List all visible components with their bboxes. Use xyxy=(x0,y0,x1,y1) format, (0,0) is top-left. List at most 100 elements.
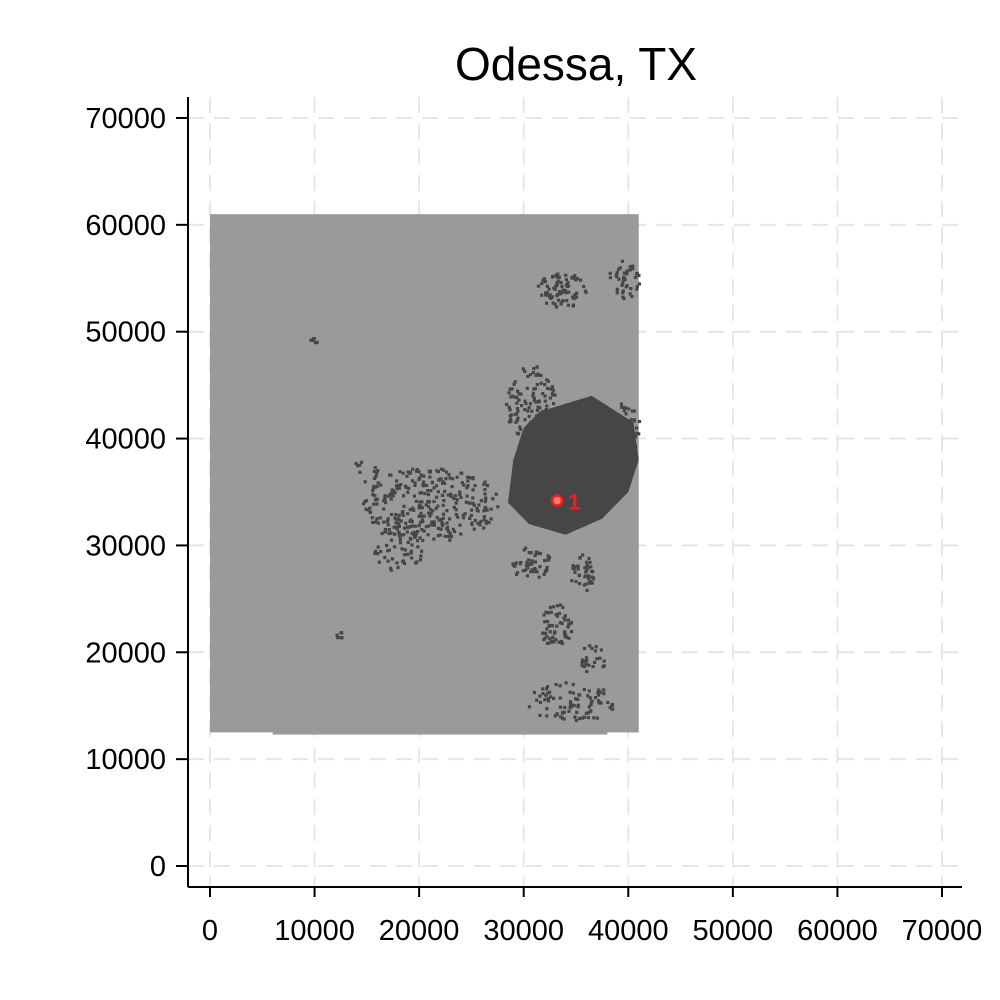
developed-pixel xyxy=(570,630,574,634)
developed-pixel xyxy=(526,374,530,378)
developed-pixel xyxy=(551,635,555,639)
developed-pixel xyxy=(378,516,382,520)
developed-pixel xyxy=(448,538,452,542)
developed-pixel xyxy=(571,564,575,568)
developed-pixel xyxy=(532,396,536,400)
developed-pixel xyxy=(612,434,616,438)
developed-pixel xyxy=(564,291,568,295)
developed-core xyxy=(508,395,639,535)
developed-pixel xyxy=(538,713,542,717)
developed-pixel xyxy=(429,489,433,493)
developed-pixel xyxy=(422,480,426,484)
developed-pixel xyxy=(406,490,410,494)
developed-pixel xyxy=(627,407,631,411)
developed-pixel xyxy=(632,409,636,413)
developed-pixel xyxy=(515,407,520,411)
y-tick-label: 70000 xyxy=(85,103,166,135)
developed-pixel xyxy=(625,272,629,276)
developed-pixel xyxy=(572,704,576,708)
developed-pixel xyxy=(439,477,443,481)
developed-pixel xyxy=(560,621,564,626)
developed-pixel xyxy=(382,520,386,524)
developed-pixel xyxy=(484,521,488,525)
developed-pixel xyxy=(574,718,578,722)
developed-pixel xyxy=(371,520,375,524)
developed-pixel xyxy=(571,682,575,687)
developed-pixel xyxy=(518,425,522,429)
developed-pixel xyxy=(538,694,542,698)
developed-pixel xyxy=(395,486,399,491)
developed-pixel xyxy=(628,265,632,269)
developed-pixel xyxy=(544,631,548,635)
developed-pixel xyxy=(619,402,623,406)
developed-pixel xyxy=(505,402,509,407)
developed-pixel xyxy=(602,692,606,696)
developed-pixel xyxy=(379,483,383,487)
developed-pixel xyxy=(545,635,549,639)
developed-pixel xyxy=(372,484,376,488)
developed-pixel xyxy=(633,275,638,279)
developed-pixel xyxy=(525,386,529,390)
developed-pixel xyxy=(622,278,626,282)
developed-pixel xyxy=(512,382,516,386)
developed-pixel xyxy=(406,470,410,474)
developed-pixel xyxy=(540,281,544,286)
developed-pixel xyxy=(440,521,444,525)
developed-pixel xyxy=(624,285,628,289)
developed-pixel xyxy=(432,486,436,490)
developed-pixel xyxy=(545,419,549,423)
developed-pixel xyxy=(394,512,398,517)
developed-pixel xyxy=(597,701,601,705)
developed-pixel xyxy=(395,561,399,565)
developed-pixel xyxy=(617,431,621,435)
developed-pixel xyxy=(410,479,414,483)
developed-pixel xyxy=(576,705,580,709)
developed-pixel xyxy=(414,532,418,536)
developed-pixel xyxy=(595,657,599,661)
developed-pixel xyxy=(403,561,407,566)
developed-pixel xyxy=(371,489,375,493)
developed-pixel xyxy=(536,414,540,418)
developed-pixel xyxy=(407,486,411,490)
developed-pixel xyxy=(414,561,418,565)
developed-pixel xyxy=(412,530,416,534)
developed-pixel xyxy=(515,571,520,575)
developed-pixel xyxy=(424,503,428,507)
developed-pixel xyxy=(432,520,436,524)
developed-pixel xyxy=(494,492,498,496)
developed-pixel xyxy=(621,289,625,293)
developed-pixel xyxy=(558,603,563,607)
developed-pixel xyxy=(387,531,391,536)
developed-pixel xyxy=(509,395,513,399)
developed-pixel xyxy=(548,605,553,610)
developed-pixel xyxy=(426,493,430,497)
developed-pixel xyxy=(513,395,517,399)
developed-pixel xyxy=(533,567,537,572)
developed-pixel xyxy=(413,535,417,539)
developed-pixel xyxy=(620,423,625,428)
developed-pixel xyxy=(458,523,462,527)
developed-pixel xyxy=(630,433,634,438)
developed-pixel xyxy=(459,532,463,536)
developed-pixel xyxy=(547,611,551,615)
developed-pixel xyxy=(424,525,428,529)
developed-pixel xyxy=(383,529,387,533)
developed-pixel xyxy=(545,627,549,631)
developed-pixel xyxy=(368,506,372,510)
developed-pixel xyxy=(556,280,560,284)
developed-pixel xyxy=(397,518,401,522)
developed-pixel xyxy=(587,663,591,667)
developed-pixel xyxy=(405,530,409,534)
developed-pixel xyxy=(591,577,595,581)
developed-pixel xyxy=(549,610,553,614)
developed-pixel xyxy=(511,562,515,566)
marker-label: 1 xyxy=(568,490,580,515)
x-tick-label: 30000 xyxy=(483,915,564,947)
developed-pixel xyxy=(410,531,414,535)
developed-pixel xyxy=(441,481,445,485)
developed-pixel xyxy=(552,605,556,609)
developed-pixel xyxy=(396,565,400,570)
developed-pixel xyxy=(523,399,527,403)
developed-pixel xyxy=(515,431,519,435)
developed-pixel xyxy=(608,276,612,280)
